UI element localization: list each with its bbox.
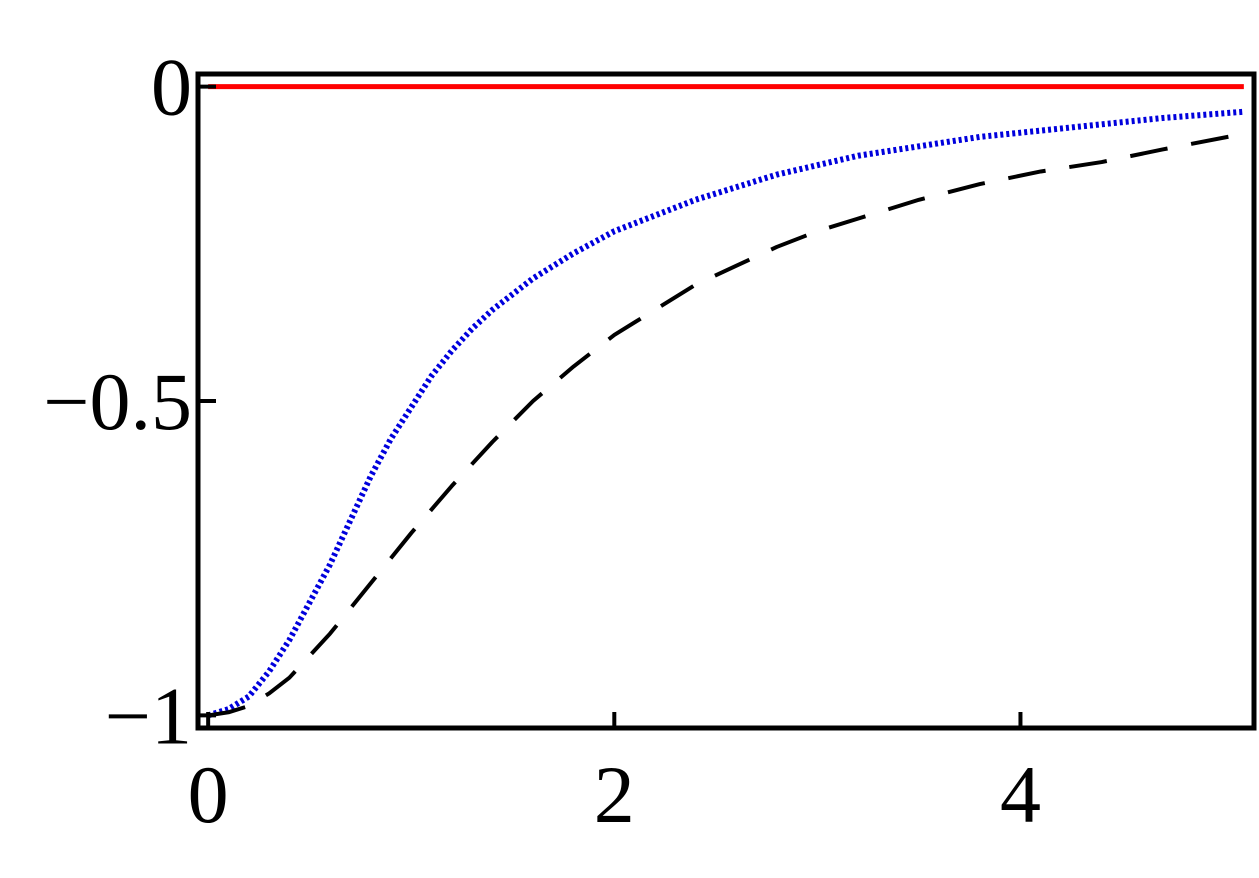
x-tick-label: 2 <box>594 749 635 840</box>
series-line-dotted <box>207 108 1245 719</box>
x-tick-label: 4 <box>1000 749 1041 840</box>
axes-layer: 0 2 4 0 −0.5 −1 <box>43 42 1041 840</box>
y-tick-label: −0.5 <box>43 356 192 447</box>
series-layer <box>207 84 1245 719</box>
y-tick-label: −1 <box>105 670 192 761</box>
plot-frame <box>195 71 1257 731</box>
x-tick-label: 0 <box>188 749 229 840</box>
series-line-dashed <box>207 131 1245 718</box>
y-tick-label: 0 <box>151 42 192 133</box>
